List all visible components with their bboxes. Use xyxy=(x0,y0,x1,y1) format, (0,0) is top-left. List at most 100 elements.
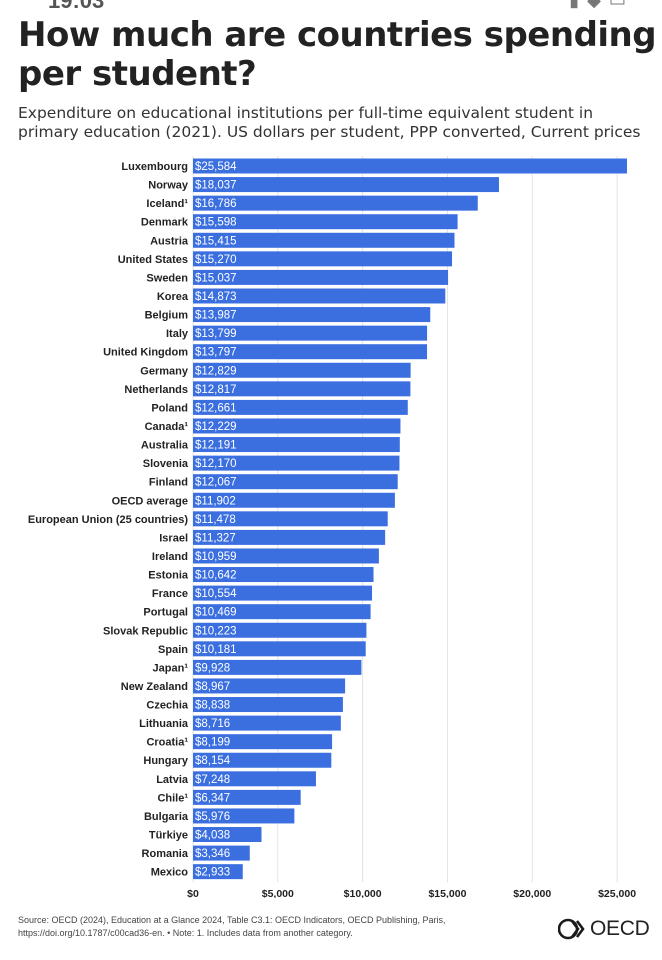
data-label: $25,584 xyxy=(195,161,237,173)
bar xyxy=(193,529,386,545)
category-label: Austria xyxy=(150,235,189,247)
data-label: $10,469 xyxy=(195,607,237,619)
bar xyxy=(193,177,499,193)
data-label: $9,928 xyxy=(195,662,230,674)
bar xyxy=(193,455,400,471)
category-label: Estonia xyxy=(148,570,189,582)
category-label: Ireland xyxy=(152,551,188,563)
category-label: Spain xyxy=(158,644,188,656)
bar xyxy=(193,641,366,657)
category-label: Czechia xyxy=(146,700,188,712)
data-label: $12,229 xyxy=(195,421,237,433)
source-line-2: https://doi.org/10.1787/c00cad36-en. • N… xyxy=(18,928,353,938)
category-label: Korea xyxy=(157,291,189,303)
category-label: France xyxy=(152,588,188,600)
data-label: $15,415 xyxy=(195,235,237,247)
data-label: $2,933 xyxy=(195,867,230,879)
status-icons: ▮◆▭ xyxy=(569,0,634,11)
category-label: Germany xyxy=(140,365,189,377)
bar xyxy=(193,604,371,620)
source-line-1: Source: OECD (2024), Education at a Glan… xyxy=(18,915,446,925)
x-tick-label: $0 xyxy=(187,888,199,898)
data-label: $3,346 xyxy=(195,848,230,860)
bar xyxy=(193,715,341,731)
bar xyxy=(193,734,333,750)
data-label: $15,598 xyxy=(195,217,237,229)
x-tick-label: $10,000 xyxy=(344,888,382,898)
data-label: $8,716 xyxy=(195,718,230,730)
category-label: Romania xyxy=(142,848,189,860)
category-label: Slovenia xyxy=(143,458,189,470)
data-label: $7,248 xyxy=(195,774,230,786)
data-label: $11,327 xyxy=(195,532,236,544)
bar xyxy=(193,214,458,230)
chart-subtitle: Expenditure on educational institutions … xyxy=(18,104,641,141)
bar xyxy=(193,511,388,527)
bar xyxy=(193,381,411,397)
data-label: $10,642 xyxy=(195,570,237,582)
source-note: Source: OECD (2024), Education at a Glan… xyxy=(18,914,538,940)
bar xyxy=(193,789,301,805)
data-label: $4,038 xyxy=(195,830,230,842)
data-label: $13,987 xyxy=(195,310,237,322)
bar xyxy=(193,752,332,768)
battery-icon: ▭ xyxy=(608,0,634,11)
category-label: Croatia¹ xyxy=(146,737,188,749)
category-label: Sweden xyxy=(146,272,188,284)
data-label: $13,799 xyxy=(195,328,237,340)
category-label: Bulgaria xyxy=(144,811,189,823)
bar xyxy=(193,771,316,787)
data-label: $12,829 xyxy=(195,365,237,377)
data-label: $8,838 xyxy=(195,700,230,712)
data-label: $15,270 xyxy=(195,254,237,266)
bar xyxy=(193,585,373,601)
bar xyxy=(193,195,478,211)
x-tick-label: $20,000 xyxy=(513,888,551,898)
bar xyxy=(193,567,374,583)
bar xyxy=(193,827,262,843)
category-label: Japan¹ xyxy=(153,662,189,674)
bar xyxy=(193,622,367,638)
bar xyxy=(193,325,428,341)
category-label: Finland xyxy=(149,477,188,489)
data-label: $12,661 xyxy=(195,402,237,414)
bar xyxy=(193,269,449,285)
data-label: $11,902 xyxy=(195,495,236,507)
data-label: $8,199 xyxy=(195,737,230,749)
category-label: United States xyxy=(118,254,188,266)
bar xyxy=(193,307,431,323)
bar xyxy=(193,418,401,434)
category-label: Hungary xyxy=(143,755,189,767)
data-label: $10,181 xyxy=(195,644,237,656)
bar xyxy=(193,437,400,453)
bar xyxy=(193,288,446,304)
category-label: Belgium xyxy=(145,310,189,322)
page-title: How much are countries spending per stud… xyxy=(18,15,657,94)
category-label: Denmark xyxy=(141,217,189,229)
category-label: Italy xyxy=(166,328,189,340)
category-label: New Zealand xyxy=(121,681,188,693)
category-label: Lithuania xyxy=(139,718,189,730)
bar xyxy=(193,232,455,248)
category-label: Canada¹ xyxy=(145,421,189,433)
status-time: 19:03 xyxy=(48,0,105,13)
category-label: Norway xyxy=(148,180,189,192)
category-label: United Kingdom xyxy=(103,347,188,359)
category-label: Portugal xyxy=(143,607,188,619)
x-tick-label: $5,000 xyxy=(262,888,294,898)
oecd-logo-icon xyxy=(558,918,585,940)
category-label: Slovak Republic xyxy=(103,625,188,637)
bar xyxy=(193,808,295,824)
x-tick-label: $15,000 xyxy=(428,888,466,898)
bar xyxy=(193,344,428,360)
bar xyxy=(193,659,362,675)
category-label: Mexico xyxy=(151,867,189,879)
bar xyxy=(193,362,411,378)
category-label: Türkiye xyxy=(149,830,188,842)
category-label: OECD average xyxy=(112,495,188,507)
wifi-icon: ◆ xyxy=(587,0,609,11)
category-label: Australia xyxy=(141,440,189,452)
oecd-logo: OECD xyxy=(558,914,650,944)
data-label: $5,976 xyxy=(195,811,230,823)
data-label: $15,037 xyxy=(195,272,237,284)
